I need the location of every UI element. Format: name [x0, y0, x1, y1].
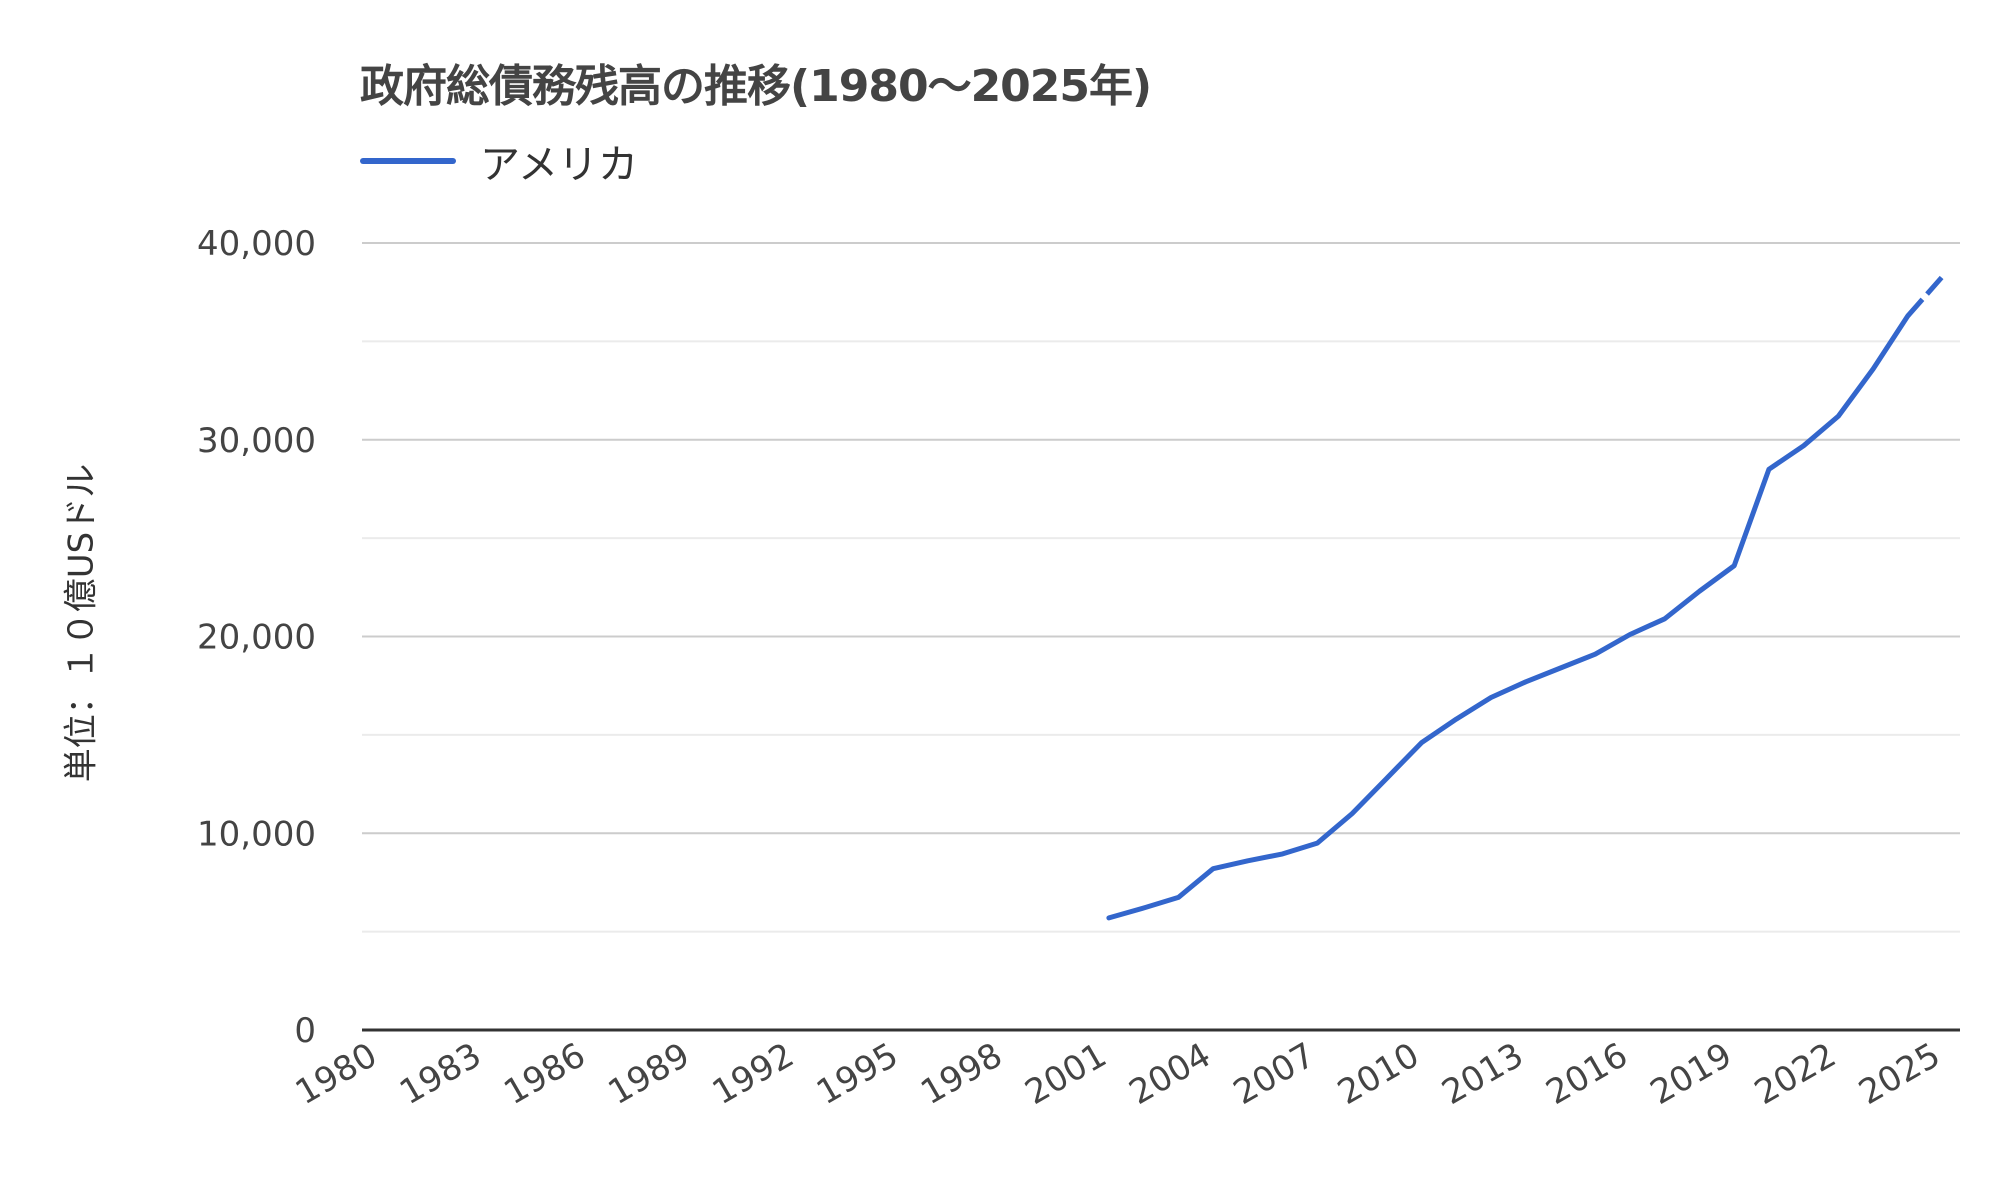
x-tick-label: 1992 [706, 1035, 801, 1113]
series-line-estimate[interactable] [1906, 274, 1945, 318]
series-line[interactable] [1106, 313, 1911, 921]
gridlines [362, 242, 1960, 933]
x-tick-label: 1983 [393, 1035, 488, 1113]
x-tick-label: 1998 [914, 1035, 1009, 1113]
x-tick-label: 2019 [1644, 1035, 1739, 1113]
legend-label-usa: アメリカ [480, 142, 638, 188]
x-tick-label: 1989 [602, 1035, 697, 1113]
x-tick-label: 2001 [1018, 1035, 1113, 1113]
legend[interactable]: アメリカ [360, 133, 638, 189]
x-tick-label: 1995 [810, 1035, 905, 1113]
y-tick-label: 30,000 [197, 421, 316, 461]
x-tick-label: 2022 [1748, 1035, 1843, 1113]
x-tick-label: 2016 [1540, 1035, 1635, 1113]
x-tick-label: 2025 [1852, 1035, 1947, 1113]
y-tick-label: 10,000 [197, 814, 316, 854]
y-tick-label: 0 [294, 1011, 316, 1051]
series-usa[interactable] [1106, 274, 1945, 921]
y-axis-ticks: 0 10,000 20,000 30,000 40,000 [197, 224, 316, 1051]
y-tick-label: 40,000 [197, 224, 316, 264]
x-tick-label: 2010 [1331, 1035, 1426, 1113]
x-tick-label: 2013 [1435, 1035, 1530, 1113]
y-tick-label: 20,000 [197, 618, 316, 658]
x-tick-label: 2004 [1123, 1035, 1218, 1113]
x-axis-ticks: 1980 1983 1986 1989 1992 1995 1998 2001 2004 2007… [289, 1035, 1947, 1113]
x-tick-label: 1986 [497, 1035, 592, 1113]
legend-line-icon [360, 158, 456, 164]
x-tick-label: 2007 [1227, 1035, 1322, 1113]
chart-title: 政府総債務残高の推移(1980～2025年) [360, 61, 1152, 112]
